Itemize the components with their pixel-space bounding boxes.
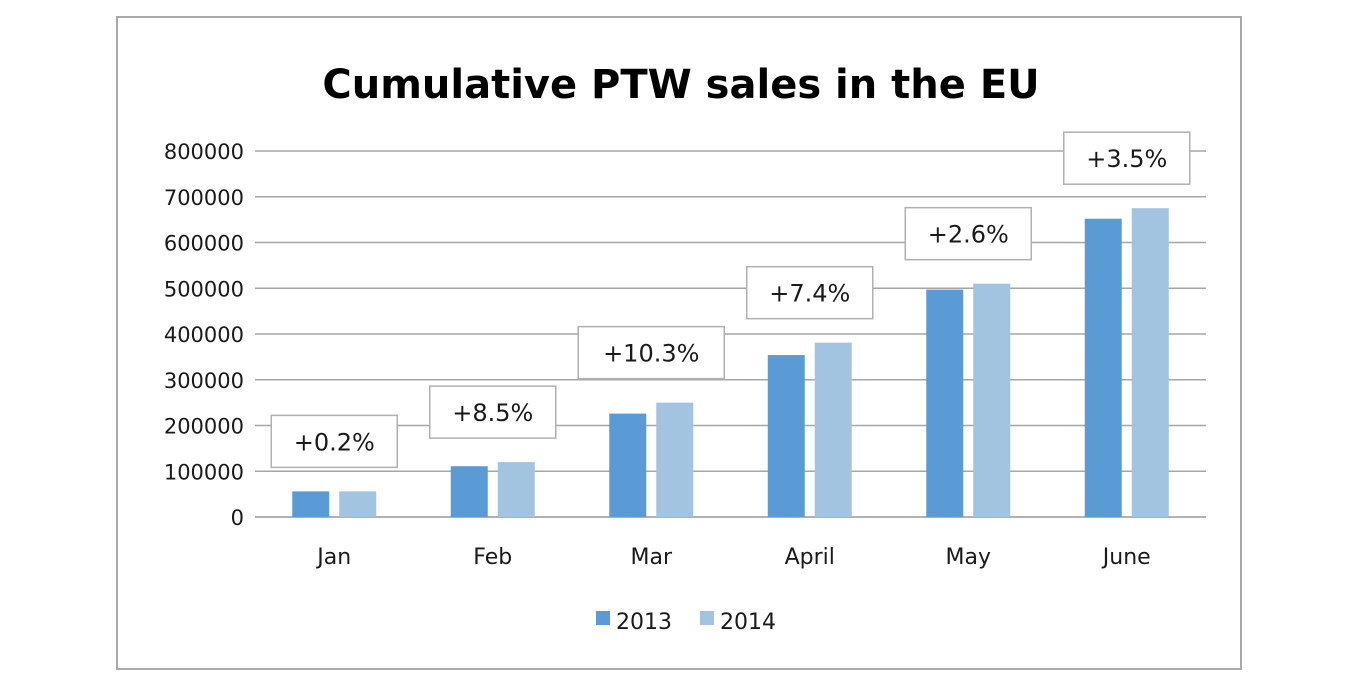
y-tick-label: 0	[231, 506, 244, 530]
annotation-label: +3.5%	[1063, 131, 1191, 185]
y-axis-ticks: 0 100000 200000 300000 400000 500000 600000 700…	[164, 140, 244, 530]
bar-2013-june	[1084, 218, 1122, 517]
x-axis-labels: Jan Feb Mar April May June	[315, 545, 1150, 570]
bar-2013-may	[926, 289, 964, 517]
gridlines	[255, 150, 1206, 518]
annotation-text: +3.5%	[1086, 145, 1167, 173]
y-tick-label: 800000	[164, 140, 244, 164]
x-tick-label: April	[785, 545, 835, 570]
legend-label: 2014	[720, 610, 776, 635]
x-tick-label: Mar	[630, 545, 672, 570]
legend-item-2013: 2013	[596, 610, 672, 635]
bar-2014-june	[1131, 208, 1169, 517]
bar-2014-feb	[497, 462, 535, 517]
annotations: +0.2% +8.5% +10.3% +7.4% +2.6% +3.5%	[270, 131, 1191, 469]
x-tick-label: May	[946, 545, 991, 570]
y-tick-label: 400000	[164, 323, 244, 347]
annotation-label: +8.5%	[429, 385, 557, 439]
bar-2014-mar	[656, 402, 694, 517]
annotation-box	[904, 206, 1032, 261]
bar-2013-jan	[292, 491, 330, 517]
annotation-label: +0.2%	[270, 414, 398, 469]
annotation-label: +10.3%	[577, 325, 725, 380]
y-tick-label: 500000	[164, 277, 244, 301]
chart: Cumulative PTW sales in the EU 0 100000 20…	[164, 62, 1206, 635]
annotation-label: +2.6%	[904, 206, 1032, 261]
legend-label: 2013	[616, 610, 672, 635]
bar-2013-april	[767, 355, 805, 517]
annotation-text: +2.6%	[928, 221, 1009, 249]
bar-2014-jan	[339, 491, 377, 517]
x-tick-label: June	[1101, 545, 1151, 570]
annotation-text: +7.4%	[769, 280, 850, 308]
bar-2013-mar	[609, 413, 647, 517]
legend-swatch	[596, 611, 610, 625]
bar-2013-feb	[450, 466, 488, 517]
annotation-text: +10.3%	[603, 340, 699, 368]
legend: 2013 2014	[596, 610, 776, 635]
y-tick-label: 700000	[164, 186, 244, 210]
annotation-box	[746, 265, 874, 320]
annotation-box	[577, 325, 725, 380]
annotation-box	[429, 385, 557, 439]
annotation-box	[270, 414, 398, 469]
bars	[292, 208, 1169, 517]
annotation-box	[1063, 131, 1191, 185]
y-tick-label: 600000	[164, 232, 244, 256]
bar-2014-april	[814, 342, 852, 517]
annotation-label: +7.4%	[746, 265, 874, 320]
x-tick-label: Jan	[315, 545, 351, 570]
y-tick-label: 200000	[164, 415, 244, 439]
y-tick-label: 100000	[164, 460, 244, 484]
annotation-text: +0.2%	[294, 428, 375, 456]
chart-title: Cumulative PTW sales in the EU	[322, 62, 1039, 108]
legend-swatch	[700, 611, 714, 625]
bar-2014-may	[973, 283, 1011, 517]
annotation-text: +8.5%	[452, 399, 533, 427]
legend-item-2014: 2014	[700, 610, 776, 635]
y-tick-label: 300000	[164, 369, 244, 393]
chart-frame: Cumulative PTW sales in the EU 0 100000 20…	[116, 16, 1242, 670]
x-tick-label: Feb	[473, 545, 512, 570]
